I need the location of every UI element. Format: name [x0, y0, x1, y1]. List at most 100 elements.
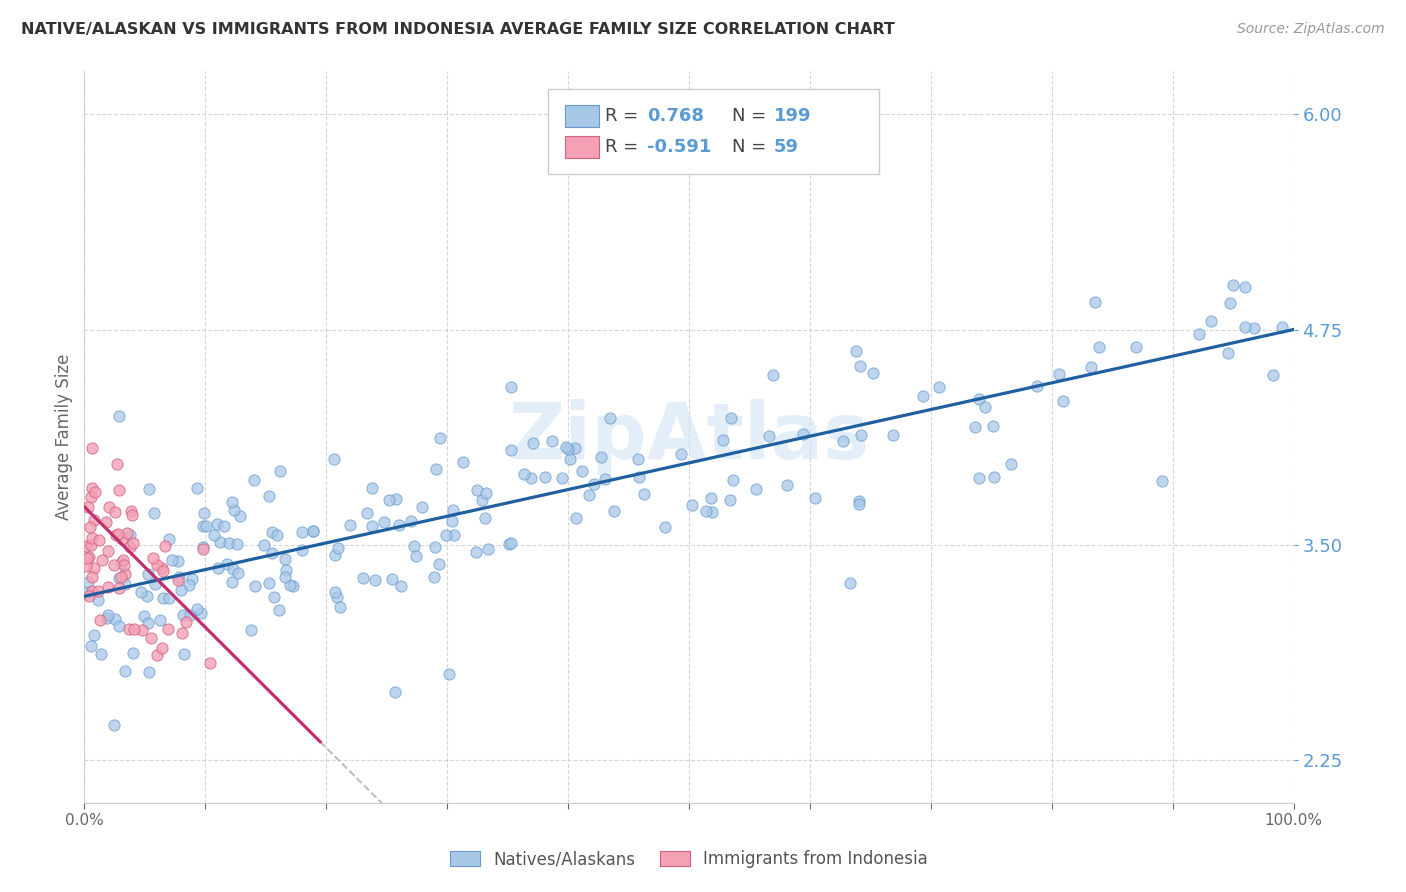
Point: [1000, 457, 1022, 471]
Point: [1188, 326, 1211, 341]
Point: [97, 544, 120, 558]
Point: [170, 583, 193, 598]
Point: [212, 518, 235, 533]
Point: [356, 506, 378, 520]
Point: [599, 410, 621, 425]
Point: [121, 646, 143, 660]
Point: [221, 495, 243, 509]
Point: [498, 537, 520, 551]
Point: [326, 590, 349, 604]
Point: [107, 526, 129, 541]
Point: [373, 516, 395, 530]
Text: N =: N =: [731, 107, 772, 125]
Point: [558, 452, 581, 467]
Point: [627, 470, 650, 484]
Point: [75, 539, 97, 553]
Point: [1222, 277, 1244, 292]
Point: [388, 517, 411, 532]
Legend: Natives/Alaskans, Immigrants from Indonesia: Natives/Alaskans, Immigrants from Indone…: [443, 844, 935, 875]
Point: [262, 524, 284, 539]
Point: [186, 481, 208, 495]
Point: [179, 578, 201, 592]
Point: [301, 524, 323, 538]
Point: [157, 533, 180, 547]
Point: [1080, 360, 1102, 375]
Point: [207, 561, 229, 575]
Point: [849, 427, 872, 442]
Point: [84, 484, 107, 499]
Point: [146, 648, 169, 662]
Point: [138, 665, 160, 680]
Point: [122, 622, 145, 636]
Point: [259, 576, 281, 591]
Point: [499, 535, 522, 549]
Point: [429, 431, 451, 445]
Point: [323, 452, 346, 467]
Point: [711, 434, 734, 448]
Point: [174, 615, 197, 629]
Point: [269, 603, 291, 617]
Point: [695, 504, 717, 518]
Point: [162, 553, 184, 567]
Point: [105, 457, 128, 471]
Point: [983, 470, 1005, 484]
Point: [108, 483, 131, 497]
Point: [339, 518, 361, 533]
Point: [440, 514, 463, 528]
Point: [257, 489, 280, 503]
Point: [191, 541, 214, 556]
Point: [360, 481, 382, 495]
Point: [193, 519, 215, 533]
Point: [80, 531, 103, 545]
Point: [153, 539, 176, 553]
Point: [243, 473, 266, 487]
Point: [110, 569, 132, 583]
Point: [96, 611, 118, 625]
Point: [474, 511, 496, 525]
Point: [439, 666, 461, 681]
Point: [149, 613, 172, 627]
Point: [266, 528, 288, 542]
Point: [107, 409, 129, 424]
Point: [1233, 319, 1256, 334]
FancyBboxPatch shape: [565, 105, 599, 127]
Point: [115, 526, 138, 541]
Point: [143, 577, 166, 591]
FancyBboxPatch shape: [565, 136, 599, 158]
Point: [156, 623, 179, 637]
Point: [170, 625, 193, 640]
Point: [87, 583, 110, 598]
Point: [79, 520, 101, 534]
Point: [1271, 319, 1294, 334]
Point: [291, 542, 314, 557]
Point: [1125, 340, 1147, 354]
Point: [360, 519, 382, 533]
Point: [98, 500, 121, 515]
Point: [501, 443, 523, 458]
Point: [555, 440, 578, 454]
Point: [76, 574, 98, 589]
Point: [75, 558, 97, 573]
Point: [120, 528, 142, 542]
Point: [352, 570, 374, 584]
Text: N =: N =: [731, 138, 772, 156]
Point: [195, 519, 218, 533]
Point: [218, 536, 240, 550]
Point: [152, 591, 174, 606]
Point: [142, 550, 165, 565]
Point: [434, 528, 457, 542]
Point: [82, 441, 104, 455]
Text: NATIVE/ALASKAN VS IMMIGRANTS FROM INDONESIA AVERAGE FAMILY SIZE CORRELATION CHAR: NATIVE/ALASKAN VS IMMIGRANTS FROM INDONE…: [21, 22, 896, 37]
Point: [79, 538, 101, 552]
Point: [633, 487, 655, 501]
Point: [150, 561, 173, 575]
Point: [226, 566, 249, 581]
Point: [1047, 367, 1070, 381]
Point: [862, 366, 884, 380]
Text: R =: R =: [605, 138, 644, 156]
Point: [593, 472, 616, 486]
Point: [849, 359, 872, 373]
Point: [967, 392, 990, 406]
Point: [112, 558, 135, 572]
Point: [423, 540, 446, 554]
